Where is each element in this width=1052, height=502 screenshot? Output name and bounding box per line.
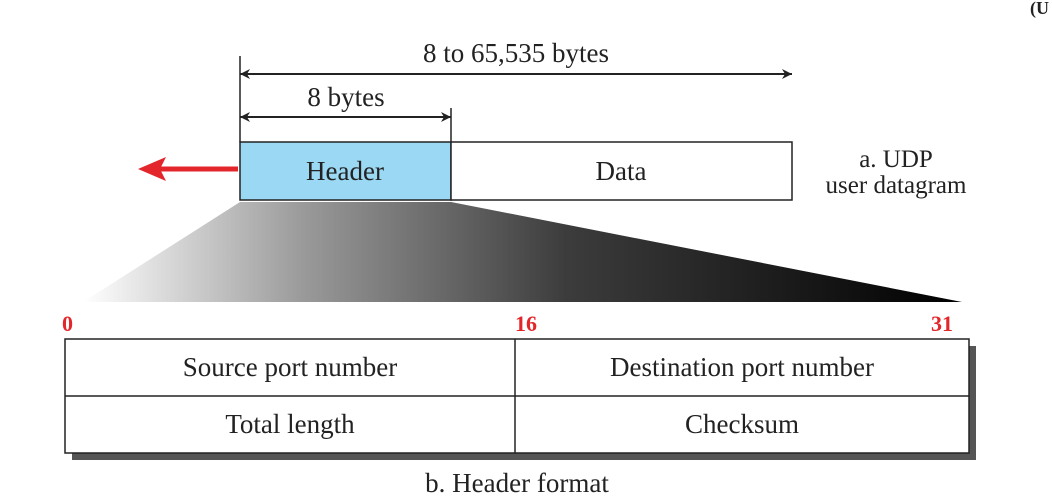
header-box [239, 141, 452, 201]
field-total-length: Total length [225, 409, 355, 439]
bit-label-end: 31 [931, 311, 953, 336]
field-checksum: Checksum [685, 409, 799, 439]
bit-label-middle: 16 [515, 311, 537, 336]
total-size-label: 8 to 65,535 bytes [423, 38, 609, 68]
data-box [450, 141, 793, 201]
total-size-dimension: 8 to 65,535 bytes [240, 38, 792, 79]
data-label: Data [596, 156, 647, 186]
header-size-dimension: 8 bytes [240, 82, 451, 122]
field-source-port: Source port number [183, 352, 397, 382]
header-size-label: 8 bytes [307, 82, 384, 112]
header-format-table [64, 338, 970, 454]
caption-udp: a. UDP [859, 146, 933, 173]
bit-label-start: 0 [62, 311, 73, 336]
header-label: Header [306, 156, 384, 186]
red-left-arrow [138, 157, 238, 181]
caption-user-datagram: user datagram [826, 172, 967, 199]
field-destination-port: Destination port number [610, 352, 874, 382]
caption-header-format: b. Header format [425, 468, 609, 498]
corner-mark: (U [1030, 0, 1049, 19]
zoom-expansion-shape [83, 202, 962, 302]
